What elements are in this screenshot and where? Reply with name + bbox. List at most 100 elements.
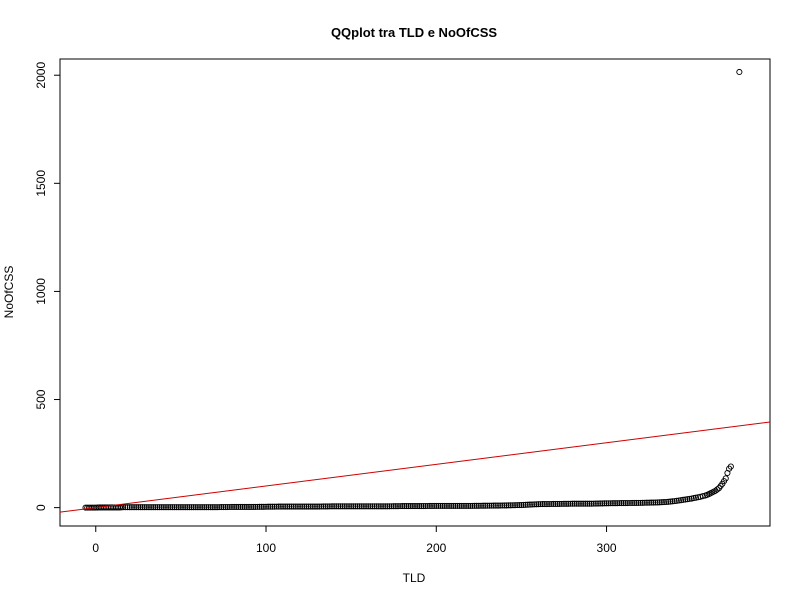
data-point [612, 500, 619, 507]
data-point [126, 504, 133, 511]
data-point [133, 504, 140, 511]
data-point [401, 503, 408, 510]
data-point [282, 503, 289, 510]
data-point [554, 500, 561, 507]
data-point [650, 499, 657, 506]
data-point [469, 502, 476, 509]
data-point [216, 504, 223, 511]
axis-ticks: 0 100 200 300 0 500 1000 1500 2000 [34, 62, 617, 555]
data-point [171, 504, 178, 511]
data-point [433, 502, 440, 509]
reference-line [59, 421, 771, 513]
data-point [182, 504, 189, 511]
data-point [141, 504, 148, 511]
data-point [492, 502, 499, 509]
data-point [162, 504, 170, 511]
data-point [514, 502, 521, 509]
data-point [592, 500, 599, 507]
data-point [343, 503, 350, 510]
data-point [143, 504, 150, 511]
data-point [543, 501, 551, 508]
data-point [571, 500, 578, 507]
data-point [218, 504, 225, 511]
data-point [426, 502, 433, 510]
data-point [567, 500, 574, 507]
x-axis-label: TLD [403, 571, 426, 585]
data-point [348, 503, 355, 510]
data-point [377, 503, 384, 510]
data-point [380, 503, 387, 510]
data-point [643, 499, 651, 506]
data-point [324, 503, 331, 510]
data-point [316, 503, 323, 510]
data-point [277, 503, 284, 510]
data-point [607, 500, 614, 507]
data-point [254, 503, 261, 510]
data-point [297, 503, 304, 510]
data-point [594, 500, 602, 507]
data-point [684, 496, 691, 503]
data-point [299, 503, 306, 510]
data-point [418, 503, 425, 510]
data-point [248, 503, 255, 510]
data-point [388, 503, 395, 510]
data-point [441, 502, 448, 509]
data-point [235, 503, 242, 511]
data-point [231, 503, 238, 511]
data-point [209, 504, 216, 511]
data-point [471, 502, 478, 509]
data-point [584, 500, 591, 507]
data-point [588, 500, 595, 507]
data-point [288, 503, 295, 510]
data-point [654, 499, 661, 506]
data-point [601, 500, 608, 507]
data-point [154, 504, 161, 511]
data-point [505, 502, 512, 509]
data-point [663, 498, 670, 506]
data-point [443, 502, 450, 509]
data-point [175, 504, 182, 511]
data-point [250, 503, 257, 510]
data-point [511, 502, 519, 509]
y-tick-label: 500 [34, 389, 48, 409]
y-tick-label: 0 [34, 504, 48, 511]
data-point [271, 503, 278, 510]
data-point [273, 503, 280, 510]
data-point [145, 504, 153, 511]
data-point [522, 501, 529, 508]
data-point [620, 500, 627, 507]
data-point [486, 502, 493, 509]
data-point [337, 503, 344, 510]
data-point [322, 503, 329, 510]
data-point [646, 499, 653, 506]
data-point [539, 501, 546, 508]
data-point [736, 68, 743, 76]
x-tick-label: 0 [92, 541, 99, 555]
data-point [463, 502, 470, 509]
data-point [416, 503, 423, 510]
data-point [675, 497, 682, 504]
data-point [345, 503, 353, 510]
data-point [292, 503, 299, 510]
data-point [307, 503, 314, 510]
data-point [203, 504, 210, 511]
data-point [290, 503, 297, 510]
data-point [677, 497, 685, 504]
data-point [552, 500, 559, 507]
x-tick-label: 300 [597, 541, 617, 555]
data-point [220, 504, 227, 511]
data-point [616, 500, 623, 507]
data-point [375, 503, 382, 510]
data-point [727, 463, 734, 470]
data-point [482, 502, 489, 509]
data-point [199, 504, 206, 511]
data-point [165, 504, 172, 511]
data-point [497, 502, 504, 509]
data-point [507, 502, 514, 509]
data-point [409, 503, 416, 510]
data-point [558, 500, 565, 507]
data-point [354, 503, 361, 510]
data-point [358, 503, 365, 510]
data-point [279, 503, 287, 510]
data-point [286, 503, 293, 510]
